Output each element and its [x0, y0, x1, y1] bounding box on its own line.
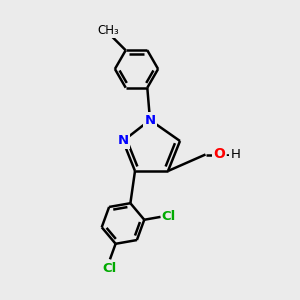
- Text: N: N: [117, 134, 129, 148]
- Text: N: N: [144, 113, 156, 127]
- Text: Cl: Cl: [103, 262, 117, 275]
- Text: O: O: [213, 148, 225, 161]
- Text: CH₃: CH₃: [98, 24, 119, 37]
- Text: Cl: Cl: [162, 210, 176, 224]
- Text: H: H: [230, 148, 240, 161]
- Text: -: -: [225, 148, 231, 161]
